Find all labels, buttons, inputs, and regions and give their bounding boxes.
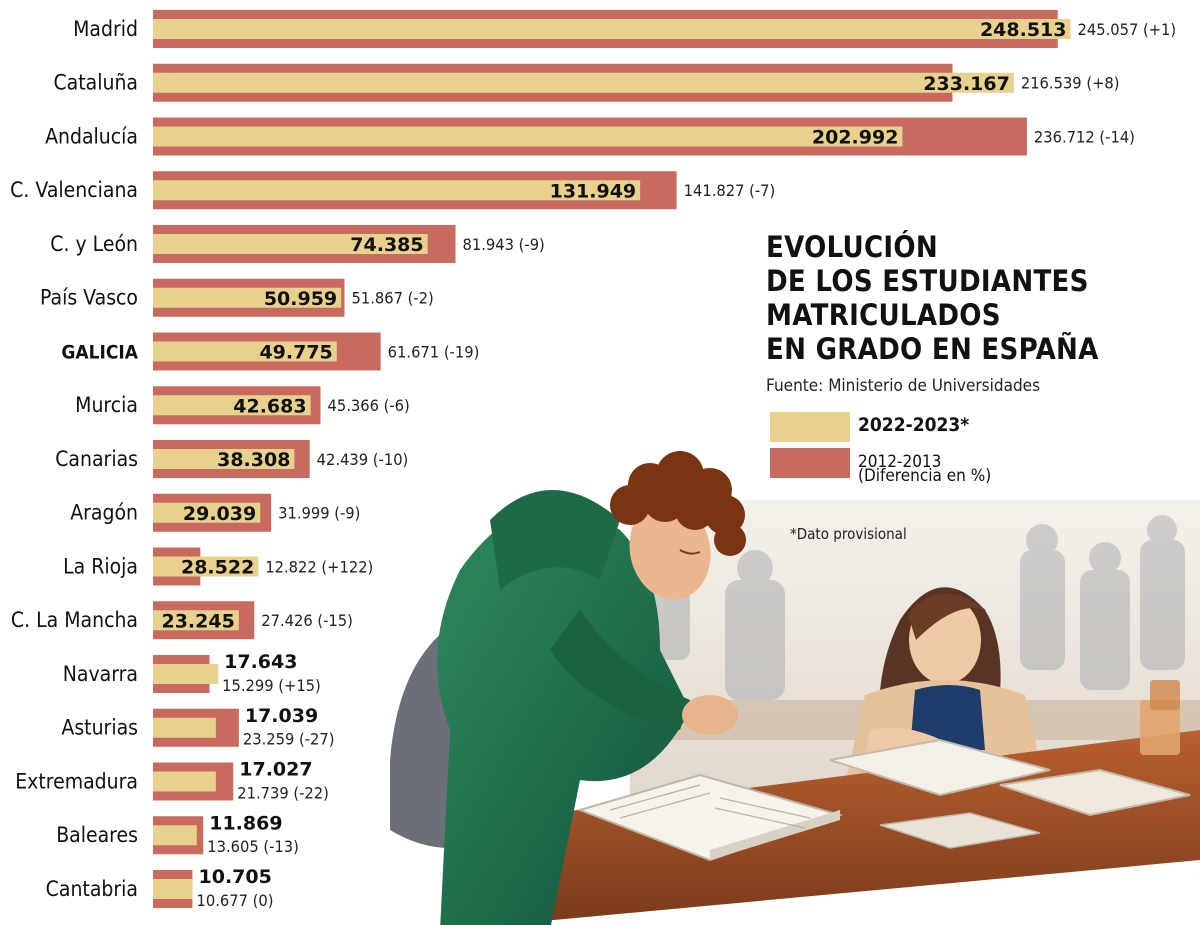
value-label-2012-2013: 61.671 (-19) xyxy=(388,343,480,362)
bar-2022-2023 xyxy=(153,234,428,254)
legend-swatch-previous xyxy=(770,448,850,478)
value-label-2022-2023: 49.775 xyxy=(259,342,332,364)
value-label-2012-2013: 31.999 (-9) xyxy=(278,504,360,523)
value-label-2012-2013: 42.439 (-10) xyxy=(317,450,409,469)
value-label-2022-2023: 248.513 xyxy=(980,19,1067,41)
value-label-2012-2013: 21.739 (-22) xyxy=(237,784,329,803)
category-label: Madrid xyxy=(73,16,138,41)
bar-2022-2023 xyxy=(153,126,903,147)
students-illustration xyxy=(390,451,1200,925)
value-label-2022-2023: 50.959 xyxy=(264,288,337,310)
category-label: Baleares xyxy=(56,822,138,847)
legend-label-current: 2022-2023* xyxy=(858,414,970,436)
category-label: Andalucía xyxy=(45,124,138,149)
value-label-2012-2013: 13.605 (-13) xyxy=(207,838,299,857)
chart-title-line-4: EN GRADO EN ESPAÑA xyxy=(766,332,1099,366)
value-label-2022-2023: 202.992 xyxy=(812,127,899,149)
legend-label-previous: 2012-2013 xyxy=(858,452,942,472)
bar-2022-2023 xyxy=(153,449,295,469)
category-label: Aragón xyxy=(70,500,138,525)
bar-2022-2023 xyxy=(153,825,197,846)
category-label: C. La Mancha xyxy=(11,607,138,632)
value-label-2012-2013: 245.057 (+1) xyxy=(1078,20,1177,39)
bar-2022-2023 xyxy=(153,287,342,308)
value-label-2022-2023: 17.027 xyxy=(239,759,312,781)
value-label-2012-2013: 45.366 (-6) xyxy=(327,397,409,416)
value-label-2022-2023: 28.522 xyxy=(181,557,254,579)
chart-title-block: EVOLUCIÓN DE LOS ESTUDIANTES MATRICULADO… xyxy=(766,230,1186,396)
value-label-2022-2023: 23.245 xyxy=(161,610,234,632)
value-label-2012-2013: 141.827 (-7) xyxy=(684,182,776,201)
category-label: Murcia xyxy=(75,392,138,417)
value-label-2022-2023: 17.643 xyxy=(224,651,297,673)
value-label-2012-2013: 81.943 (-9) xyxy=(463,235,545,254)
category-label: C. y León xyxy=(50,231,138,256)
value-label-2022-2023: 38.308 xyxy=(217,449,290,471)
bar-2022-2023 xyxy=(153,717,216,738)
value-label-2022-2023: 10.705 xyxy=(199,866,272,888)
bar-2022-2023 xyxy=(153,72,1014,93)
category-label: País Vasco xyxy=(40,285,138,310)
legend-swatch-current xyxy=(770,412,850,442)
value-label-2022-2023: 11.869 xyxy=(209,812,282,834)
bar-2022-2023 xyxy=(153,556,259,577)
bar-2022-2023 xyxy=(153,610,239,631)
value-label-2022-2023: 131.949 xyxy=(550,180,637,202)
chart-footnote: *Dato provisional xyxy=(790,525,907,543)
category-label: Asturias xyxy=(61,715,138,740)
value-label-2012-2013: 27.426 (-15) xyxy=(261,612,353,631)
category-label: Navarra xyxy=(63,661,138,686)
bar-2022-2023 xyxy=(153,395,311,416)
chart-title-line-2: DE LOS ESTUDIANTES xyxy=(766,264,1089,298)
category-label: Cantabria xyxy=(46,876,138,901)
value-label-2012-2013: 15.299 (+15) xyxy=(222,676,321,695)
value-label-2022-2023: 74.385 xyxy=(350,234,423,256)
category-label: C. Valenciana xyxy=(10,177,138,202)
value-label-2022-2023: 233.167 xyxy=(923,73,1010,95)
value-label-2022-2023: 42.683 xyxy=(233,395,306,417)
bar-2022-2023 xyxy=(153,664,219,684)
value-label-2022-2023: 17.039 xyxy=(245,705,318,727)
bar-2022-2023 xyxy=(153,341,337,362)
category-label: Canarias xyxy=(55,446,138,471)
bar-2022-2023 xyxy=(153,180,641,201)
chart-source: Fuente: Ministerio de Universidades xyxy=(766,376,1041,396)
bar-2022-2023 xyxy=(153,502,261,523)
value-label-2012-2013: 23.259 (-27) xyxy=(243,730,335,749)
bar-2022-2023 xyxy=(153,879,193,899)
category-label: Cataluña xyxy=(53,70,138,95)
value-label-2012-2013: 12.822 (+122) xyxy=(265,558,373,577)
bar-2022-2023 xyxy=(153,19,1071,39)
value-label-2012-2013: 216.539 (+8) xyxy=(1021,74,1120,93)
value-label-2012-2013: 236.712 (-14) xyxy=(1034,128,1135,147)
legend-label-previous-note: (Diferencia en %) xyxy=(858,466,992,486)
chart-title-line-1: EVOLUCIÓN xyxy=(766,230,938,264)
chart-title-line-3: MATRICULADOS xyxy=(766,298,1001,332)
value-label-2022-2023: 29.039 xyxy=(183,503,256,525)
value-label-2012-2013: 51.867 (-2) xyxy=(351,289,433,308)
category-label: GALICIA xyxy=(61,342,138,364)
category-label: La Rioja xyxy=(63,554,138,579)
category-label: Extremadura xyxy=(15,769,138,794)
bar-2022-2023 xyxy=(153,771,216,792)
value-label-2012-2013: 10.677 (0) xyxy=(197,891,274,910)
